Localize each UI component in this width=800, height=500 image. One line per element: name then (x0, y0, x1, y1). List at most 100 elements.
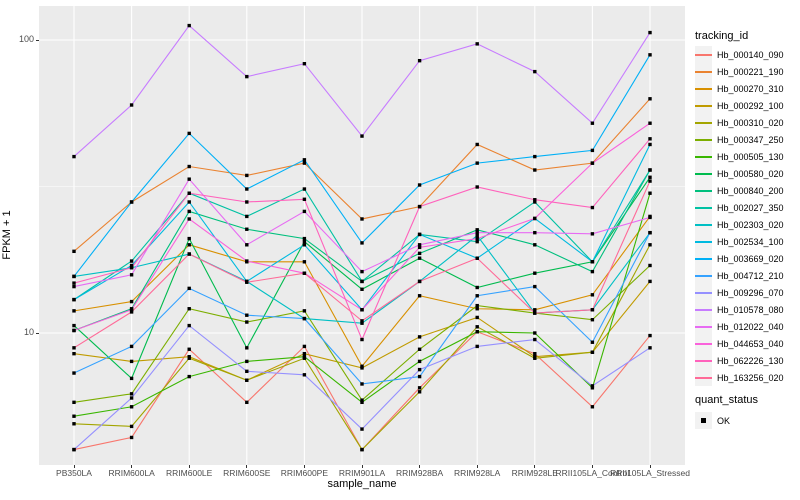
data-point-marker (72, 422, 76, 426)
legend-key-line-icon (695, 308, 712, 311)
data-point-marker (360, 398, 364, 402)
data-point-marker (129, 396, 134, 400)
legend-key-box (695, 352, 712, 369)
data-point-marker (302, 158, 307, 162)
x-axis-tick-mark (534, 465, 536, 468)
data-point-marker (360, 134, 364, 138)
data-point-marker (648, 230, 652, 235)
data-point-marker (533, 216, 537, 221)
data-point-marker (245, 369, 249, 374)
line-chart (39, 6, 685, 465)
data-point-marker (648, 30, 652, 35)
data-point-marker (648, 179, 652, 183)
legend-key-line-icon (695, 257, 712, 260)
legend-entry: Hb_010578_080 (695, 301, 784, 318)
data-point-marker (590, 384, 595, 388)
data-point-marker (129, 392, 134, 396)
legend-key-line-icon (695, 359, 712, 362)
data-point-marker (72, 281, 76, 285)
data-point-marker (245, 346, 249, 350)
legend-entry: Hb_004712_210 (695, 267, 784, 284)
data-point-marker (648, 279, 652, 284)
legend-entry: Hb_000505_130 (695, 148, 784, 165)
data-point-marker (590, 148, 595, 153)
data-point-marker (302, 239, 307, 244)
y-axis-tick-label-10: 10 (23, 327, 34, 337)
data-point-marker (533, 271, 537, 275)
data-point-marker (417, 294, 422, 298)
data-point-marker (533, 230, 537, 235)
legend-entry: Hb_000140_090 (695, 46, 784, 63)
data-point-marker (360, 241, 364, 245)
x-axis-tick-mark (131, 465, 133, 468)
legend-key-box (695, 80, 712, 97)
data-point-marker (129, 344, 134, 349)
data-point-marker (417, 58, 422, 63)
legend-entry-label: Hb_000840_200 (717, 185, 784, 196)
x-axis-tick-mark (246, 465, 248, 468)
legend-entry-label: Hb_000292_100 (717, 100, 784, 111)
data-point-marker (187, 323, 191, 328)
data-point-marker (360, 319, 364, 323)
legend-key-line-icon (695, 376, 712, 379)
data-point-marker (245, 280, 249, 284)
data-point-marker (360, 337, 364, 342)
data-point-marker (72, 351, 76, 356)
legend-key-line-icon (695, 342, 712, 345)
data-point-marker (129, 435, 134, 440)
data-point-marker (590, 350, 595, 354)
data-point-marker (648, 121, 652, 125)
data-point-marker (360, 279, 364, 284)
data-point-marker (72, 284, 76, 289)
data-point-marker (648, 142, 652, 147)
data-point-marker (533, 243, 537, 247)
legend-key-line-icon (695, 274, 712, 277)
legend-entry: Hb_000292_100 (695, 97, 784, 114)
legend-key-line-icon (695, 138, 712, 141)
x-axis-tick-label: RRIM600PE (280, 468, 329, 478)
legend-entry-label: Hb_004712_210 (717, 270, 784, 281)
data-point-marker (417, 204, 422, 209)
legend-key-box (695, 250, 712, 267)
data-point-marker (417, 359, 422, 364)
data-point-marker (129, 308, 134, 312)
data-point-marker (590, 260, 595, 264)
data-point-marker (129, 259, 134, 263)
legend-entry-label: Hb_062226_130 (717, 355, 784, 366)
legend-key-box (695, 267, 712, 284)
x-axis-title: sample_name (327, 478, 397, 490)
data-point-marker (360, 447, 364, 452)
data-point-marker (187, 243, 191, 247)
y-axis-tick-label-100: 100 (18, 34, 34, 44)
data-point-marker (590, 318, 595, 322)
data-point-marker (417, 347, 422, 351)
legend-entry-label: Hb_000270_310 (717, 83, 784, 94)
legend-entry-label: Hb_003669_020 (717, 253, 784, 264)
data-point-marker (72, 371, 76, 375)
data-point-marker (187, 209, 191, 214)
data-point-marker (187, 347, 191, 351)
legend-entry-label: Hb_000580_020 (717, 168, 784, 179)
data-point-marker (417, 245, 422, 250)
data-point-marker (302, 62, 307, 66)
legend-entry: Hb_002303_020 (695, 216, 784, 233)
data-point-marker (129, 103, 134, 107)
legend-key-line-icon (695, 155, 712, 158)
data-point-marker (475, 344, 479, 349)
data-point-marker (245, 313, 249, 317)
data-point-marker (475, 142, 479, 147)
legend-key-box (695, 199, 712, 216)
data-point-marker (302, 161, 307, 165)
data-point-marker (590, 340, 595, 344)
legend-key-line-icon (695, 172, 712, 175)
data-point-marker (129, 405, 134, 409)
data-point-marker (475, 330, 479, 334)
data-point-marker (302, 316, 307, 321)
legend-key-box (695, 233, 712, 250)
data-point-marker (648, 191, 652, 195)
data-point-marker (360, 427, 364, 431)
legend-key-box (695, 148, 712, 165)
data-point-marker (475, 236, 479, 241)
data-point-marker (245, 378, 249, 382)
